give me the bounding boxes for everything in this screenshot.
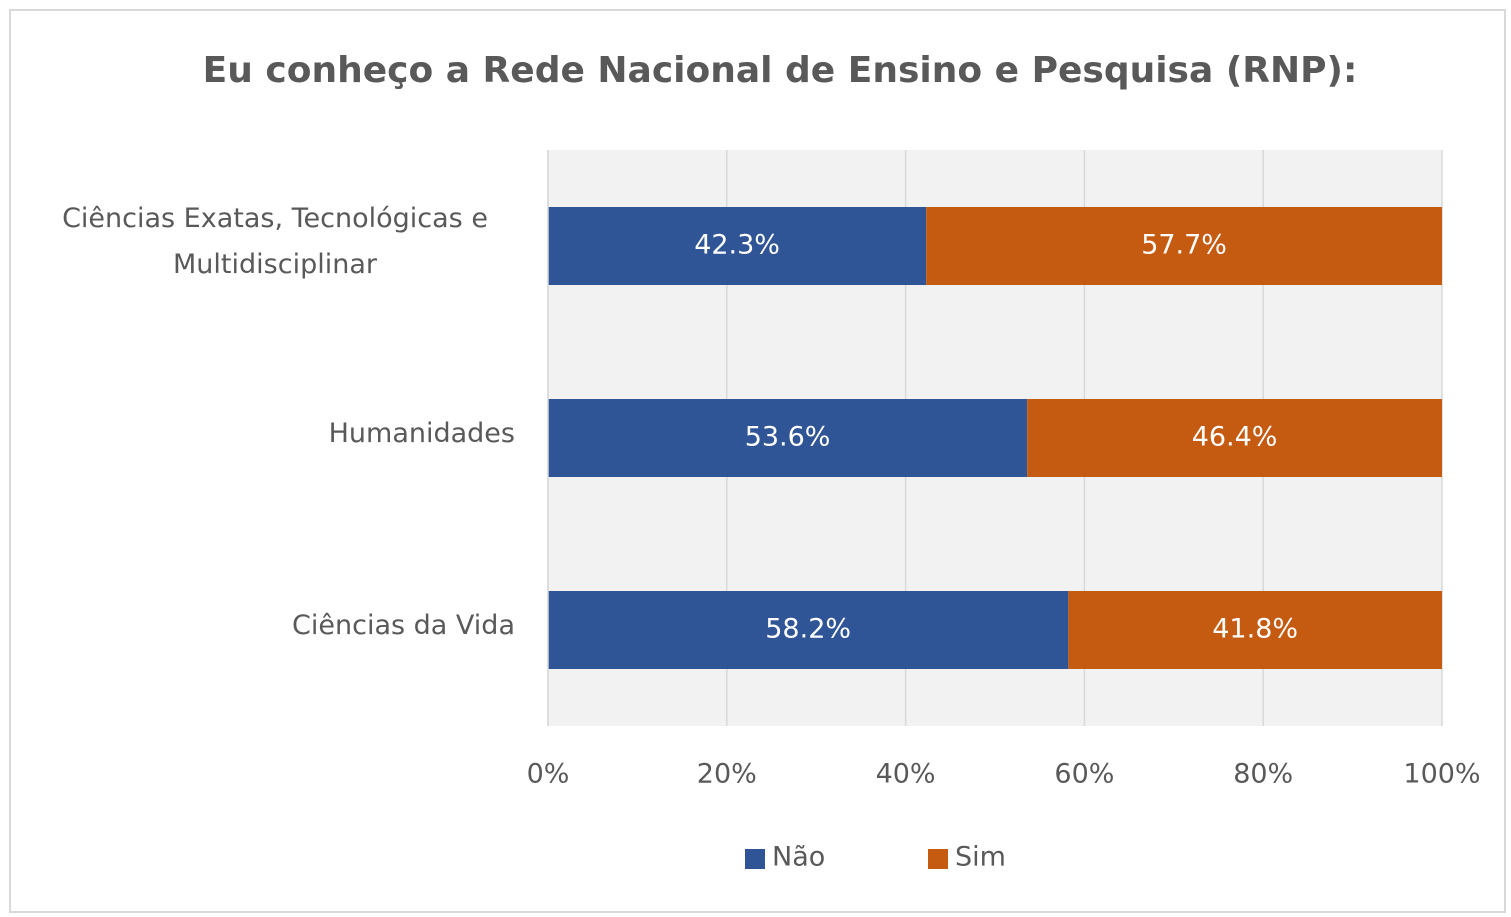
chart-title: Eu conheço a Rede Nacional de Ensino e P… bbox=[203, 50, 1358, 91]
x-tick-label: 40% bbox=[876, 759, 936, 790]
x-tick-label: 60% bbox=[1054, 759, 1114, 790]
legend-swatch bbox=[928, 849, 948, 869]
y-tick-text: Ciências da Vida bbox=[292, 610, 515, 641]
data-label: 42.3% bbox=[694, 230, 780, 261]
data-label: 57.7% bbox=[1141, 230, 1227, 261]
y-tick-text: Humanidades bbox=[328, 418, 515, 449]
bar-segment bbox=[548, 399, 1028, 477]
data-label: 46.4% bbox=[1192, 422, 1278, 453]
bar-segment bbox=[548, 591, 1069, 669]
y-tick-label: Ciências da Vida bbox=[20, 566, 515, 686]
x-tick-label: 80% bbox=[1233, 759, 1293, 790]
y-tick-label: Humanidades bbox=[20, 374, 515, 494]
y-tick-text: Ciências Exatas, Tecnológicas e Multidis… bbox=[62, 203, 488, 280]
x-tick-label: 0% bbox=[527, 759, 570, 790]
x-tick-label: 100% bbox=[1403, 759, 1480, 790]
bar-segment bbox=[548, 207, 927, 285]
data-label: 53.6% bbox=[745, 422, 831, 453]
bar-segment bbox=[1027, 399, 1442, 477]
legend-label: Não bbox=[772, 842, 825, 873]
legend-swatch bbox=[745, 849, 765, 869]
legend-label: Sim bbox=[955, 842, 1006, 873]
bar-segment bbox=[1068, 591, 1442, 669]
x-tick-label: 20% bbox=[697, 759, 757, 790]
bar-segment bbox=[926, 207, 1442, 285]
data-label: 58.2% bbox=[765, 614, 851, 645]
data-label: 41.8% bbox=[1212, 614, 1298, 645]
y-tick-label: Ciências Exatas, Tecnológicas e Multidis… bbox=[20, 182, 515, 302]
